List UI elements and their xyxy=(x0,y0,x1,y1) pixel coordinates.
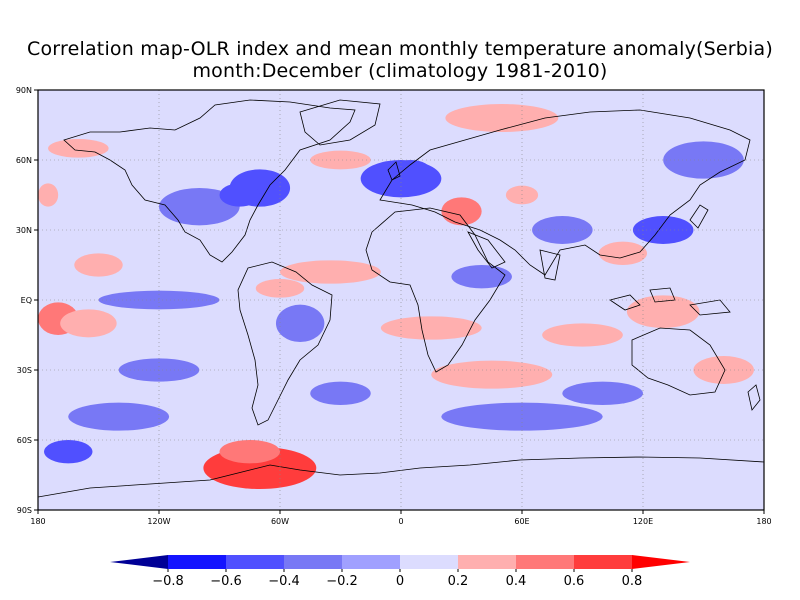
colorbar: −0.8 −0.6 −0.4 −0.2 0 0.2 0.4 0.6 0.8 xyxy=(110,555,690,589)
lat-tick-label: 90S xyxy=(17,506,32,515)
colorbar-swatch xyxy=(342,555,400,569)
colorbar-swatch xyxy=(458,555,516,569)
correlation-region-23 xyxy=(390,160,432,184)
lon-tick-label: 60E xyxy=(514,517,529,526)
correlation-region-2 xyxy=(60,309,117,338)
lon-tick-label: 180 xyxy=(30,517,45,526)
correlation-region-6 xyxy=(255,279,305,298)
correlation-region-24 xyxy=(632,216,694,244)
correlation-region-14 xyxy=(626,295,700,328)
correlation-region-30 xyxy=(275,304,325,343)
lon-tick-label: 120E xyxy=(633,517,653,526)
correlation-region-17 xyxy=(310,150,371,170)
correlation-region-8 xyxy=(431,360,553,389)
correlation-region-7 xyxy=(380,316,482,340)
colorbar-label: −0.8 xyxy=(152,574,184,589)
map-axes: 90N 60N 30N EQ 30S 60S 90S 180 120W 60W 0 60E 120E 18… xyxy=(16,86,772,526)
correlation-region-28 xyxy=(562,381,644,406)
map-subtitle: month:December (climatology 1981-2010) xyxy=(192,60,608,82)
colorbar-swatch xyxy=(168,555,226,569)
colorbar-swatch xyxy=(110,555,168,569)
lat-tick-label: EQ xyxy=(21,296,32,305)
correlation-region-12 xyxy=(445,104,559,132)
correlation-region-19 xyxy=(159,188,240,226)
lat-tick-label: 60N xyxy=(16,156,32,165)
correlation-region-21 xyxy=(219,183,260,207)
map-title: Correlation map-OLR index and mean month… xyxy=(27,38,773,60)
correlation-region-4 xyxy=(219,440,280,464)
correlation-region-5 xyxy=(280,260,381,284)
lon-tick-label: 180 xyxy=(756,517,771,526)
lat-tick-label: 90N xyxy=(16,86,32,95)
map-gridlines xyxy=(38,90,764,510)
correlation-region-18 xyxy=(38,183,59,207)
correlation-region-25 xyxy=(44,440,93,464)
correlation-region-26 xyxy=(68,402,170,431)
colorbar-label: 0.8 xyxy=(622,574,643,589)
colorbar-swatch xyxy=(632,555,690,569)
colorbar-swatch xyxy=(574,555,632,569)
correlation-region-15 xyxy=(693,356,754,384)
coastlines xyxy=(38,99,764,498)
correlation-field xyxy=(38,104,754,489)
correlation-region-27 xyxy=(441,402,603,431)
lon-tick-label: 0 xyxy=(398,517,403,526)
colorbar-swatch xyxy=(400,555,458,569)
correlation-region-13 xyxy=(598,241,648,265)
colorbar-label: −0.2 xyxy=(326,574,358,589)
correlation-region-9 xyxy=(542,323,623,347)
correlation-region-33 xyxy=(663,141,744,179)
lon-tick-label: 120W xyxy=(147,517,170,526)
correlation-region-10 xyxy=(441,197,482,226)
colorbar-swatch xyxy=(516,555,574,569)
colorbar-label: 0.6 xyxy=(564,574,585,589)
lon-tick-label: 60W xyxy=(271,517,289,526)
correlation-region-16 xyxy=(48,139,109,158)
lat-tick-label: 60S xyxy=(17,436,32,445)
colorbar-label: 0 xyxy=(396,574,404,589)
colorbar-label: 0.2 xyxy=(448,574,469,589)
correlation-region-0 xyxy=(74,253,123,277)
lat-tick-label: 30N xyxy=(16,226,32,235)
colorbar-swatch xyxy=(226,555,284,569)
lat-tick-label: 30S xyxy=(17,366,32,375)
colorbar-label: −0.6 xyxy=(210,574,242,589)
correlation-region-31 xyxy=(310,381,371,406)
colorbar-label: 0.4 xyxy=(506,574,527,589)
correlation-region-35 xyxy=(451,265,512,289)
colorbar-label: −0.4 xyxy=(268,574,300,589)
colorbar-swatch xyxy=(284,555,342,569)
